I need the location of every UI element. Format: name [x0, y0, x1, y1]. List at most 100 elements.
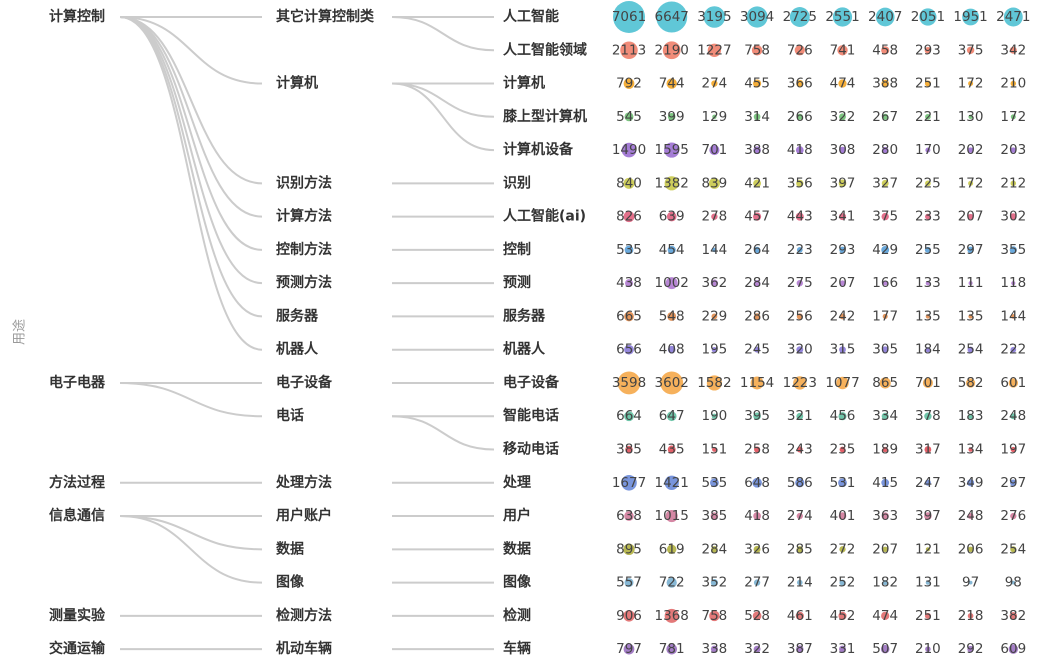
value-label: 355	[1000, 242, 1026, 258]
value-label: 342	[1000, 42, 1026, 58]
level3-label: 移动电话	[503, 441, 559, 458]
value-label: 2407	[868, 9, 902, 25]
bubble	[838, 478, 847, 488]
bubble	[793, 376, 807, 390]
bubble	[711, 347, 718, 353]
level2-label: 机器人	[276, 341, 319, 358]
level2-label: 识别方法	[276, 174, 332, 191]
bubble	[708, 177, 720, 189]
bubble	[1009, 246, 1017, 254]
bubble	[709, 610, 720, 622]
bubble	[966, 46, 975, 54]
value-label: 274	[702, 76, 728, 92]
value-label: 2190	[655, 42, 689, 58]
bubble	[881, 179, 889, 187]
level3-label: 用户	[503, 507, 531, 524]
bubbles	[613, 1, 1023, 655]
bubble	[624, 311, 634, 322]
bubble	[712, 447, 717, 452]
value-label: 3195	[697, 9, 731, 25]
value-label: 334	[872, 408, 898, 424]
bubble	[624, 578, 634, 588]
bubble	[968, 281, 973, 286]
value-label: 758	[744, 42, 770, 58]
bubble	[838, 213, 847, 221]
value-label: 362	[702, 275, 728, 291]
value-label: 172	[958, 175, 984, 191]
value-label: 421	[744, 175, 770, 191]
value-label: 418	[744, 508, 770, 524]
bubble	[665, 277, 678, 290]
value-label: 248	[1000, 408, 1026, 424]
value-label: 418	[787, 142, 813, 158]
bubble	[1011, 281, 1016, 286]
value-label: 233	[915, 209, 941, 225]
bubble	[621, 142, 637, 158]
value-label: 221	[915, 109, 941, 125]
value-label: 531	[830, 475, 856, 491]
bubble	[1010, 346, 1017, 353]
bubble	[794, 45, 805, 56]
link	[119, 16, 263, 351]
value-label: 6647	[655, 9, 689, 25]
bubble	[966, 378, 976, 388]
bubble	[1011, 314, 1016, 319]
value-label: 284	[702, 541, 728, 557]
bubble	[664, 142, 680, 158]
bubble	[839, 246, 846, 254]
links	[119, 15, 495, 651]
value-label: 378	[915, 408, 941, 424]
bubble	[925, 314, 931, 319]
value-label: 242	[830, 308, 856, 324]
value-label: 639	[659, 209, 685, 225]
value-label: 385	[616, 442, 642, 458]
value-label: 184	[915, 342, 941, 358]
value-label: 366	[787, 76, 813, 92]
value-label: 375	[872, 209, 898, 225]
value-label: 1382	[655, 175, 689, 191]
bubble	[796, 446, 803, 453]
bubble	[925, 580, 931, 585]
bubble	[664, 176, 679, 191]
bubble	[746, 6, 768, 28]
bubble	[621, 474, 637, 491]
value-label: 3598	[612, 375, 646, 391]
bubble	[710, 579, 718, 587]
bubble	[924, 246, 931, 253]
value-label: 1421	[655, 475, 689, 491]
value-label: 1227	[697, 42, 731, 58]
bubble	[623, 610, 635, 622]
bubble	[839, 546, 846, 553]
link	[119, 16, 263, 285]
value-label: 297	[958, 242, 984, 258]
bubble	[753, 212, 762, 221]
bubble	[839, 579, 846, 586]
value-label: 647	[659, 408, 685, 424]
bubble	[711, 80, 718, 87]
value-label: 457	[744, 209, 770, 225]
value-label: 133	[915, 275, 941, 291]
bubble	[753, 512, 761, 520]
level3-label: 车辆	[503, 640, 531, 657]
value-label: 401	[830, 508, 856, 524]
value-label: 397	[915, 508, 941, 524]
level1-label: 信息通信	[49, 507, 105, 524]
bubble	[623, 543, 635, 556]
level3-label: 计算机	[503, 75, 545, 92]
bubble	[1008, 644, 1018, 654]
value-label: 284	[744, 275, 770, 291]
value-label: 203	[1000, 142, 1026, 158]
bubble	[925, 347, 931, 353]
value-label: 207	[958, 209, 984, 225]
value-label: 665	[616, 308, 642, 324]
bubble	[881, 512, 889, 520]
value-label: 210	[1000, 76, 1026, 92]
value-label: 865	[872, 375, 898, 391]
value-label: 314	[744, 109, 770, 125]
value-label: 638	[616, 508, 642, 524]
bubble	[796, 113, 803, 120]
value-label: 895	[616, 541, 642, 557]
value-label: 248	[958, 508, 984, 524]
bubble	[707, 43, 722, 57]
